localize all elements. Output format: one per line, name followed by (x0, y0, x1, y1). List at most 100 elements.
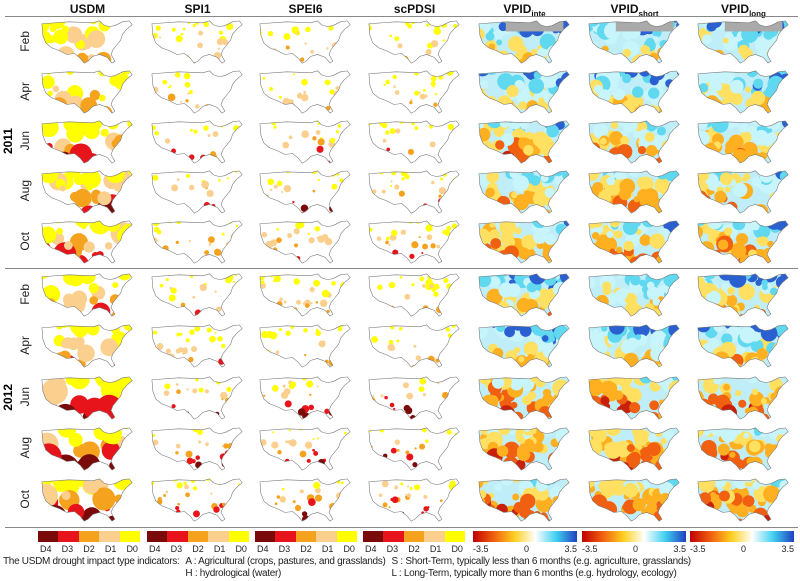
map-region (697, 91, 702, 99)
map-region (714, 190, 727, 203)
map-region (156, 466, 163, 471)
map-region (614, 518, 623, 522)
tick-label: D3 (170, 544, 183, 554)
map-region (350, 204, 357, 211)
map-region (781, 100, 789, 113)
map-region (156, 229, 162, 235)
map-region (306, 366, 313, 368)
map-region (717, 239, 729, 250)
map-region (613, 57, 623, 64)
map-region (304, 441, 313, 449)
map-region (297, 218, 300, 220)
map-region (346, 103, 351, 110)
map-region (404, 174, 410, 180)
map-region (697, 348, 702, 360)
map-region (428, 111, 433, 114)
map-region (753, 78, 764, 89)
map-region (206, 189, 214, 198)
map-region (314, 226, 321, 232)
map-region (499, 255, 510, 264)
map-region (670, 457, 680, 471)
map-region (304, 303, 310, 308)
map-region (230, 159, 236, 164)
map-region (371, 336, 379, 343)
map-region (561, 347, 570, 361)
map-region (560, 49, 569, 59)
map-region (52, 85, 60, 93)
map-region (262, 405, 269, 412)
colorbar-swatch (167, 531, 188, 542)
map-region (770, 100, 786, 114)
map-region (308, 404, 315, 411)
map-spei6 (253, 425, 359, 473)
map-region (562, 240, 570, 254)
map-region (744, 376, 761, 384)
map-region (153, 363, 160, 368)
map-region (66, 70, 75, 75)
map-region (410, 98, 413, 102)
map-region (54, 408, 78, 420)
map-region (719, 172, 733, 186)
map-region (410, 427, 414, 430)
map-region (620, 339, 636, 354)
map-region (498, 282, 514, 298)
map-region (201, 180, 210, 189)
map-vpid-short (582, 476, 688, 524)
map-region (324, 209, 328, 212)
map-region (176, 332, 181, 337)
map-region (156, 499, 163, 505)
map-usdm (35, 476, 141, 524)
map-region (489, 221, 496, 228)
map-region (326, 47, 329, 50)
map-region (523, 190, 532, 198)
map-region (697, 99, 706, 114)
map-region (293, 73, 296, 76)
map-spei6 (253, 68, 359, 116)
map-region (299, 427, 303, 431)
map-region (396, 339, 400, 343)
map-region (429, 141, 436, 148)
map-region (501, 466, 508, 471)
map-region (496, 445, 509, 457)
map-region (341, 105, 345, 108)
map-region (478, 352, 484, 365)
map-region (81, 170, 101, 189)
map-region (225, 107, 233, 114)
map-region (189, 128, 193, 132)
map-region (444, 229, 451, 236)
map-region (703, 195, 711, 203)
map-region (177, 376, 184, 378)
map-region (321, 289, 330, 298)
map-region (351, 460, 356, 465)
map-region (154, 453, 157, 457)
map-region (768, 400, 776, 407)
map-region (225, 276, 233, 284)
map-region (588, 378, 604, 396)
map-usdm (35, 374, 141, 422)
map-region (493, 415, 501, 420)
map-region (287, 233, 293, 239)
map-vpid-short (582, 374, 688, 422)
map-region (499, 253, 516, 264)
map-vpid-inte (472, 218, 578, 266)
map-region (334, 208, 338, 212)
map-region (703, 342, 714, 353)
map-region (109, 75, 120, 86)
map-region (154, 97, 160, 103)
map-region (697, 454, 702, 466)
map-region (149, 73, 152, 76)
month-text: Feb (17, 283, 32, 305)
map-region (418, 386, 425, 392)
map-vpid-inte (472, 425, 578, 473)
map-region (484, 104, 499, 114)
map-region (728, 306, 738, 316)
map-region (229, 359, 237, 366)
map-region (47, 90, 53, 97)
map-region (203, 125, 209, 131)
map-region (374, 358, 379, 363)
map-region (733, 36, 740, 43)
map-region (303, 328, 308, 333)
map-region (205, 442, 209, 447)
map-region (677, 38, 680, 47)
map-region (719, 208, 728, 214)
